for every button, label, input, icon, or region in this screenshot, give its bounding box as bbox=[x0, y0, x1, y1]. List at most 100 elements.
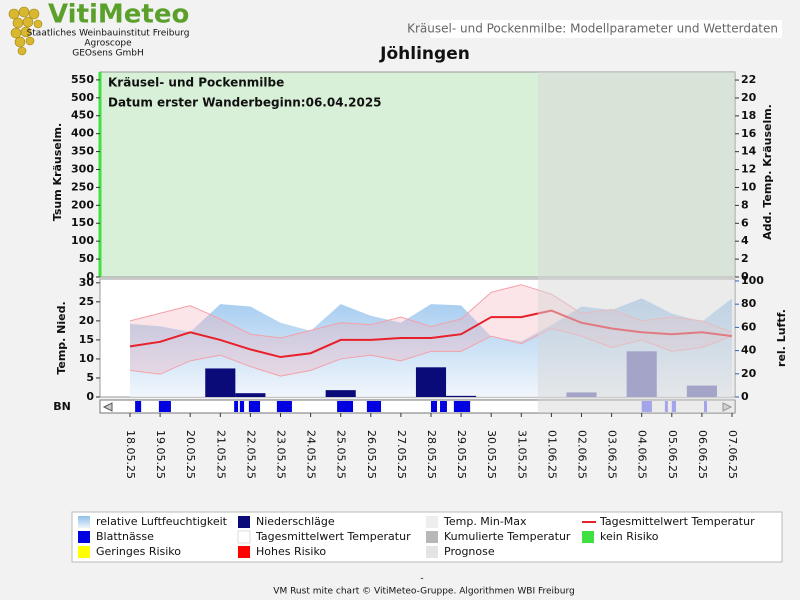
y-tick-label: 450 bbox=[71, 109, 94, 122]
legend-label: kein Risiko bbox=[600, 530, 659, 543]
x-tick-label: 04.06.25 bbox=[636, 430, 649, 479]
legend-swatch bbox=[426, 516, 438, 528]
y-tick-label: 550 bbox=[71, 73, 94, 86]
y2-tick-label: 80 bbox=[741, 297, 757, 310]
leaf-wetness bbox=[234, 401, 239, 412]
legend-swatch bbox=[238, 546, 250, 558]
y-axis-label: Temp. Nied. bbox=[55, 301, 68, 374]
legend-swatch bbox=[78, 546, 90, 558]
y2-tick-label: 100 bbox=[741, 274, 764, 287]
x-tick-label: 07.06.25 bbox=[726, 430, 739, 479]
y-tick-label: 50 bbox=[79, 252, 95, 265]
y-tick-label: 100 bbox=[71, 234, 94, 247]
org-line: GEOsens GmbH bbox=[72, 49, 143, 59]
x-tick-label: 18.05.25 bbox=[124, 430, 137, 479]
leaf-wetness bbox=[453, 401, 471, 412]
logo: VitiMeteo bbox=[48, 0, 189, 30]
x-tick-label: 31.05.25 bbox=[515, 430, 528, 479]
legend-label: Prognose bbox=[444, 545, 495, 558]
banner-box bbox=[430, 20, 782, 38]
x-tick-label: 30.05.25 bbox=[485, 430, 498, 479]
x-tick-label: 01.06.25 bbox=[545, 430, 558, 479]
bn-label: BN bbox=[53, 400, 71, 413]
precip-bar bbox=[415, 367, 447, 397]
x-tick-label: 02.06.25 bbox=[576, 430, 589, 479]
y2-axis-label: rel. Luftf. bbox=[775, 309, 788, 367]
legend-label: Tagesmittelwert Temperatur bbox=[599, 515, 755, 528]
legend-swatch bbox=[237, 530, 251, 544]
min-max-band bbox=[130, 284, 732, 377]
legend-label: Kumulierte Temperatur bbox=[444, 530, 571, 543]
precip-bar bbox=[325, 390, 356, 397]
y2-tick-label: 12 bbox=[741, 163, 756, 176]
x-tick-label: 26.05.25 bbox=[365, 430, 378, 479]
x-tick-label: 20.05.25 bbox=[184, 430, 197, 479]
leaf-wetness bbox=[366, 401, 382, 412]
y-tick-label: 30 bbox=[79, 276, 95, 289]
annotation: Datum erster Wanderbeginn:06.04.2025 bbox=[108, 96, 382, 110]
y-tick-label: 200 bbox=[71, 198, 94, 211]
org-line: Staatliches Weinbauinstitut Freiburg bbox=[27, 29, 190, 39]
x-tick-label: 03.06.25 bbox=[606, 430, 619, 479]
y2-tick-label: 14 bbox=[741, 145, 757, 158]
y2-tick-label: 20 bbox=[741, 91, 757, 104]
y-tick-label: 400 bbox=[71, 127, 94, 140]
legend-swatch bbox=[426, 531, 438, 543]
x-tick-label: 06.06.25 bbox=[696, 430, 709, 479]
x-tick-label: 27.05.25 bbox=[395, 430, 408, 479]
plot: 0501001502002503003504004505005500246810… bbox=[51, 71, 788, 479]
y-tick-label: 300 bbox=[71, 162, 94, 175]
x-tick-label: 25.05.25 bbox=[335, 430, 348, 479]
y-tick-label: 0 bbox=[86, 270, 94, 283]
footer-dash: - bbox=[420, 574, 423, 584]
legend-swatch bbox=[582, 531, 594, 543]
y2-tick-label: 4 bbox=[741, 234, 749, 247]
leaf-wetness bbox=[276, 401, 292, 412]
y-tick-label: 500 bbox=[71, 91, 94, 104]
leaf-wetness bbox=[337, 401, 354, 412]
y-tick-label: 20 bbox=[79, 314, 95, 327]
leaf-wetness bbox=[239, 401, 245, 412]
y2-tick-label: 40 bbox=[741, 344, 757, 357]
x-tick-label: 24.05.25 bbox=[305, 430, 318, 479]
legend-label: Hohes Risiko bbox=[256, 545, 326, 558]
legend-label: Geringes Risiko bbox=[96, 545, 181, 558]
y2-tick-label: 18 bbox=[741, 109, 756, 122]
banner: Kräusel- und Pockenmilbe: Modellparamete… bbox=[407, 22, 778, 36]
y-tick-label: 0 bbox=[86, 390, 94, 403]
leaf-wetness bbox=[158, 401, 171, 412]
y2-tick-label: 20 bbox=[741, 367, 757, 380]
x-tick-label: 21.05.25 bbox=[214, 430, 227, 479]
legend-label: Temp. Min-Max bbox=[443, 515, 527, 528]
y-tick-label: 150 bbox=[71, 216, 94, 229]
y-tick-label: 10 bbox=[79, 352, 95, 365]
x-tick-label: 19.05.25 bbox=[154, 430, 167, 479]
y2-tick-label: 8 bbox=[741, 198, 749, 211]
y2-tick-label: 16 bbox=[741, 127, 757, 140]
legend-swatch bbox=[78, 516, 90, 528]
scroll-arrow bbox=[102, 402, 113, 412]
y2-axis-label: Add. Temp. Kräuselm. bbox=[761, 104, 774, 240]
annotation: Kräusel- und Pockenmilbe bbox=[108, 76, 284, 90]
logo-grapes bbox=[8, 6, 43, 56]
legend-swatch bbox=[238, 516, 250, 528]
leaf-wetness bbox=[431, 401, 438, 412]
y2-tick-label: 2 bbox=[741, 252, 749, 265]
y-axis-label: Tsum Kräuselm. bbox=[51, 123, 64, 221]
leaf-wetness bbox=[248, 401, 261, 412]
x-tick-label: 05.06.25 bbox=[666, 430, 679, 479]
legend-swatch bbox=[426, 546, 438, 558]
y2-tick-label: 60 bbox=[741, 320, 757, 333]
legend-label: relative Luftfeuchtigkeit bbox=[96, 515, 228, 528]
y-tick-label: 15 bbox=[79, 333, 94, 346]
y2-tick-label: 0 bbox=[741, 270, 749, 283]
leaf-wetness bbox=[440, 401, 447, 412]
legend-label: Blattnässe bbox=[96, 530, 154, 543]
y-tick-label: 350 bbox=[71, 145, 94, 158]
y2-tick-label: 6 bbox=[741, 216, 749, 229]
y-tick-label: 5 bbox=[86, 371, 94, 384]
y2-tick-label: 0 bbox=[741, 390, 749, 403]
leaf-wetness bbox=[135, 401, 142, 412]
footer-credit: VM Rust mite chart © VitiMeteo-Gruppe. A… bbox=[273, 587, 574, 597]
